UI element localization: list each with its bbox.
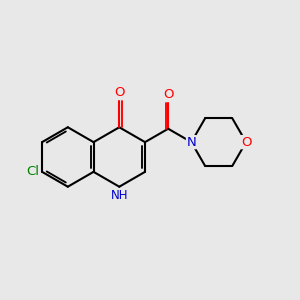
- Text: O: O: [114, 86, 124, 99]
- Text: Cl: Cl: [26, 165, 39, 178]
- Text: O: O: [241, 136, 251, 148]
- Text: O: O: [163, 88, 173, 101]
- Text: NH: NH: [110, 189, 128, 202]
- Text: N: N: [187, 136, 196, 148]
